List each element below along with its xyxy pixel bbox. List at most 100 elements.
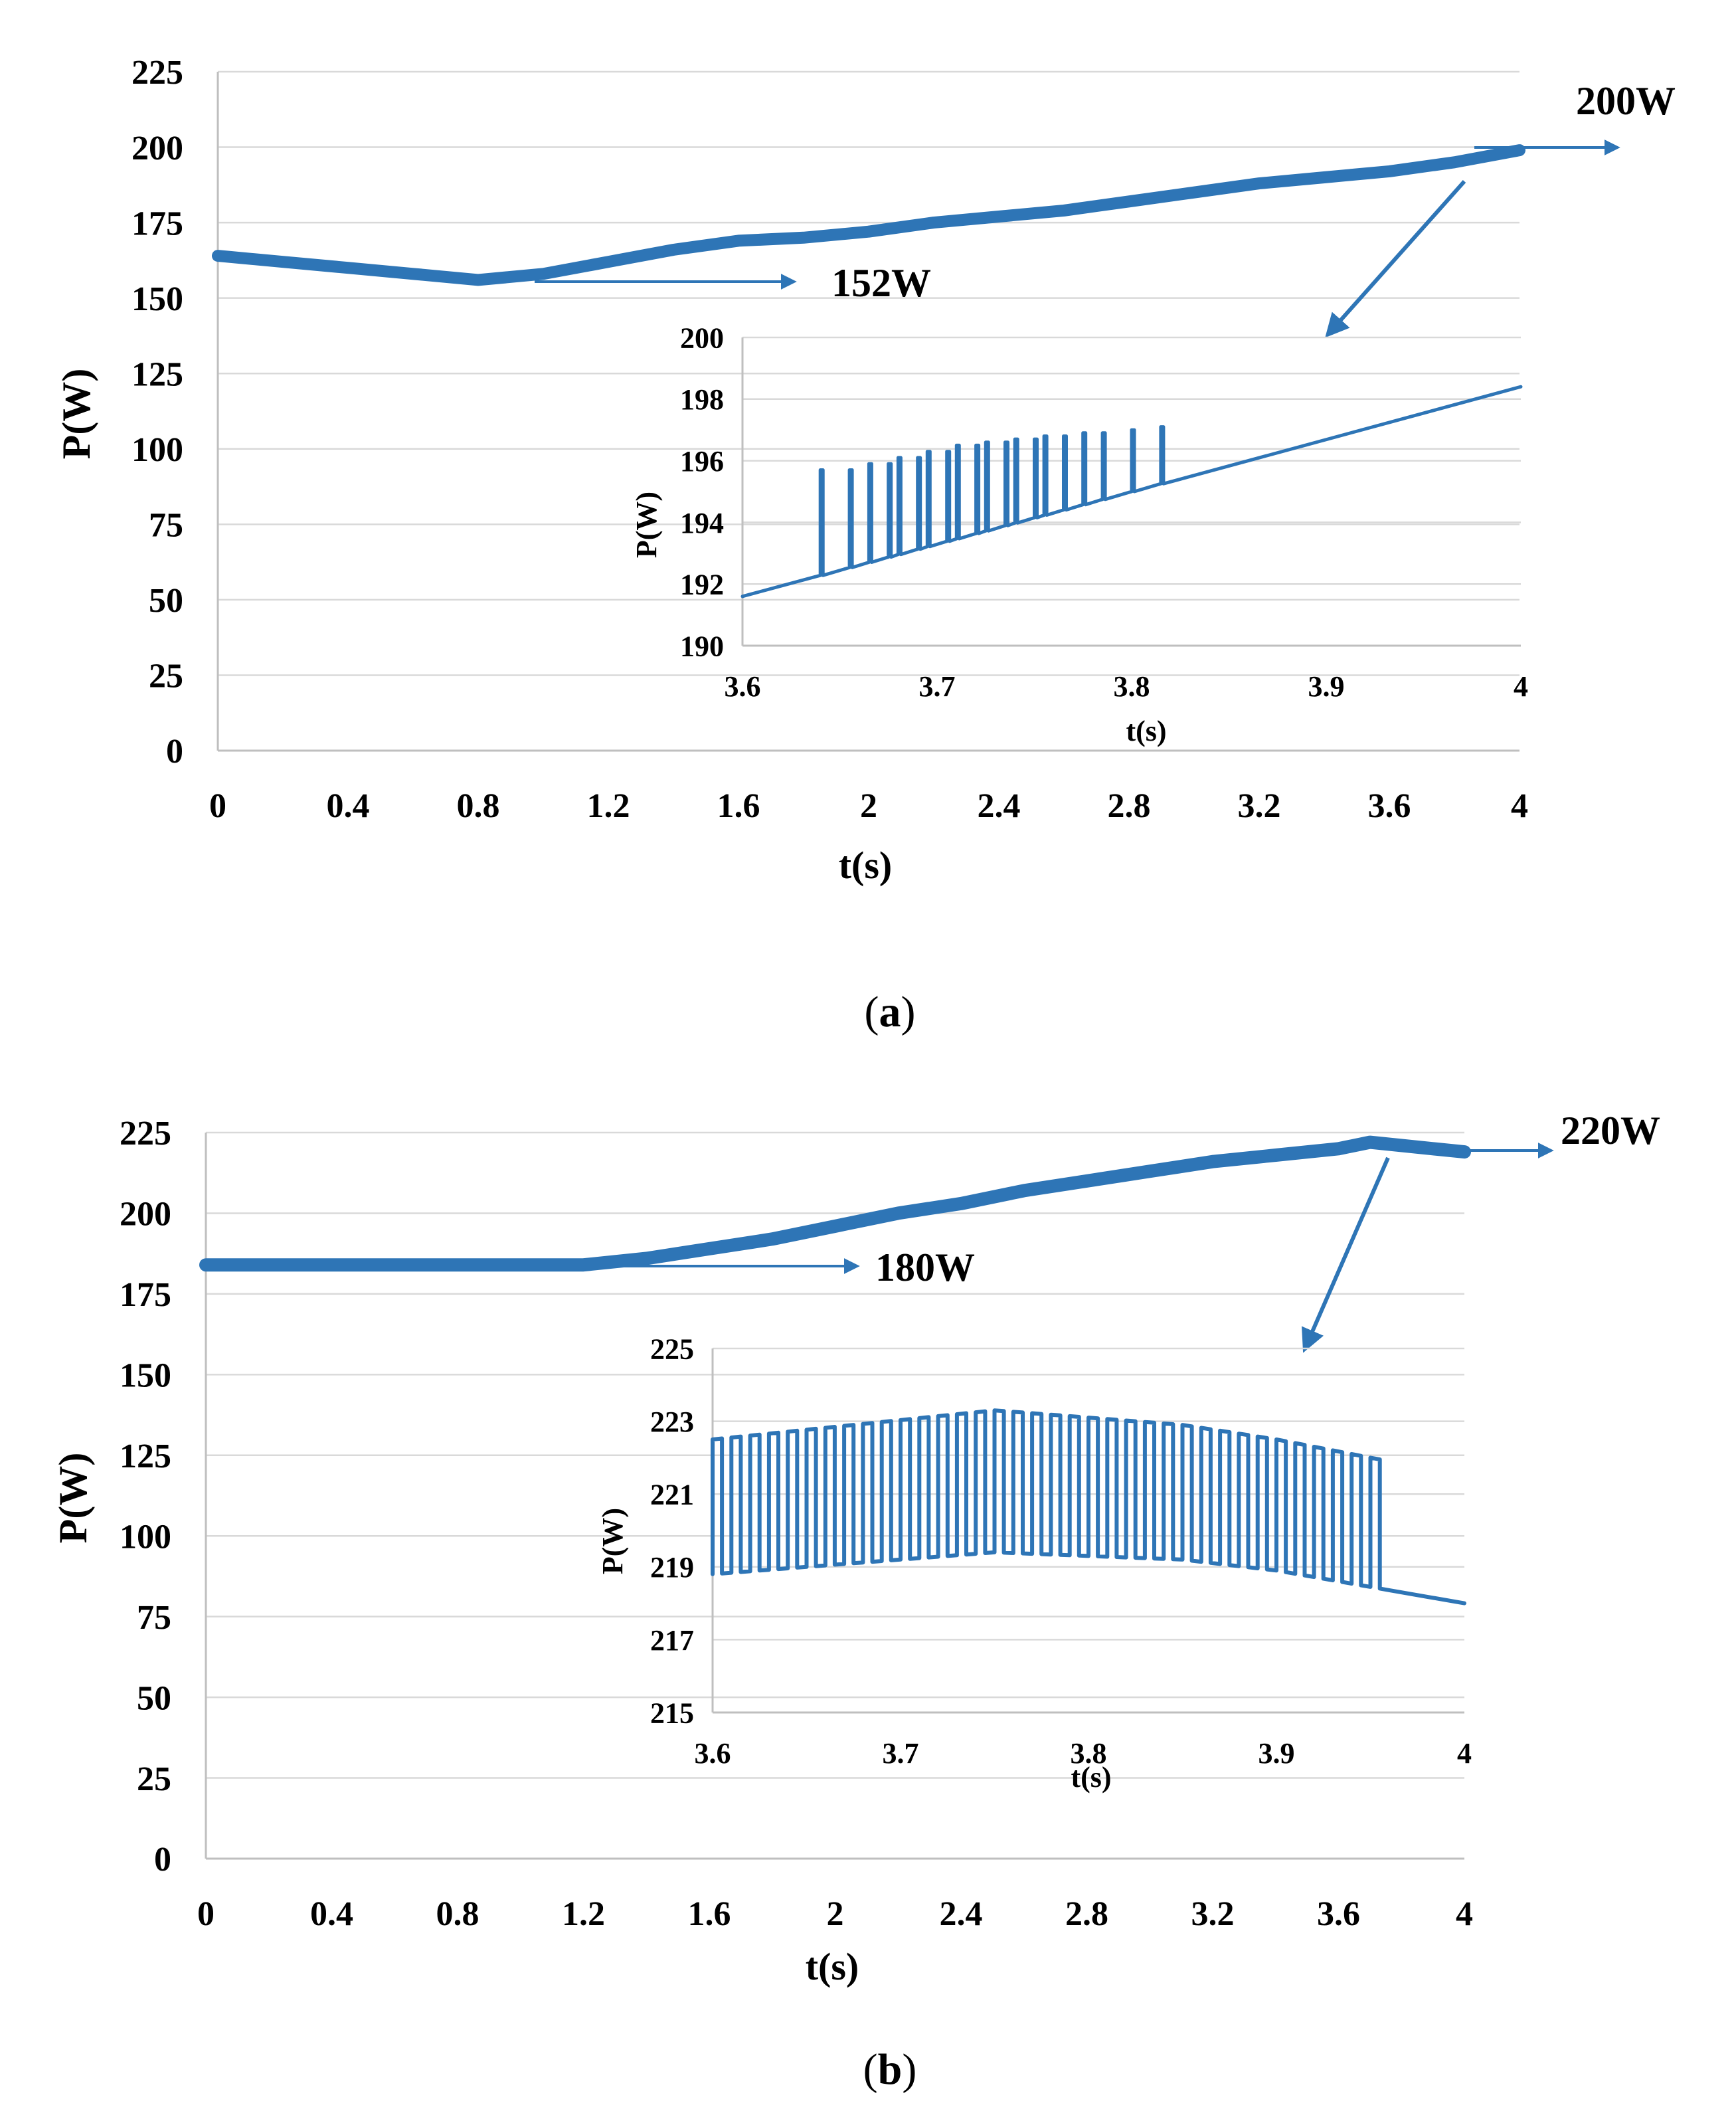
- x-tick-label: 1.2: [562, 1895, 605, 1933]
- annotation-label-180w: 180W: [875, 1246, 975, 1289]
- y-tick-label: 125: [131, 355, 183, 393]
- x-axis-label: t(s): [839, 844, 893, 887]
- x-tick-label: 0.8: [457, 787, 500, 825]
- x-tick-label: 3.2: [1191, 1895, 1235, 1933]
- x-tick-label: 2: [827, 1895, 844, 1933]
- y-tick-label: 215: [650, 1697, 694, 1729]
- x-tick-label: 4: [1514, 670, 1528, 703]
- inset-y-tick-labels: 190 192 194 196 198 200: [680, 322, 724, 662]
- inset-y-tick-labels: 215 217 219 221 223 225: [650, 1333, 694, 1729]
- x-tick-label: 3.6: [1317, 1895, 1360, 1933]
- annotation-label-200w: 200W: [1576, 79, 1676, 123]
- inset-x-tick-labels: 3.6 3.7 3.8 3.9 4: [725, 670, 1529, 703]
- x-tick-label: 3.7: [883, 1737, 919, 1770]
- inset-axes: [741, 337, 1521, 647]
- y-tick-label: 100: [131, 431, 183, 469]
- annotation-label-220w: 220W: [1561, 1109, 1660, 1153]
- annotation-label-152w: 152W: [831, 261, 931, 305]
- inset-y-axis-label: P(W): [630, 492, 663, 558]
- x-axis-label: t(s): [806, 1945, 859, 1988]
- y-tick-label: 221: [650, 1479, 694, 1511]
- y-tick-label: 200: [131, 130, 183, 167]
- caption-b: (b): [863, 2045, 917, 2094]
- power-series-line: [212, 144, 1525, 286]
- x-tick-label: 3.8: [1071, 1737, 1107, 1770]
- inset-x-axis-label: t(s): [1126, 715, 1166, 747]
- x-tick-label: 3.9: [1308, 670, 1345, 703]
- y-tick-label: 225: [131, 54, 183, 92]
- x-tick-label: 1.6: [688, 1895, 731, 1933]
- inset-chart-a: 190 192 194 196 198 200 3.6 3.7 3.8 3.9 4 P(W) t(…: [630, 322, 1528, 747]
- x-tick-label: 3.6: [1368, 787, 1411, 825]
- x-tick-label: 0: [197, 1895, 215, 1933]
- x-tick-label: 3.6: [695, 1737, 731, 1770]
- x-tick-label: 1.6: [717, 787, 760, 825]
- y-tick-label: 125: [120, 1437, 171, 1475]
- x-tick-label: 2.4: [940, 1895, 983, 1933]
- x-tick-label: 4: [1456, 1895, 1473, 1933]
- x-tick-label: 4: [1457, 1737, 1472, 1770]
- inset-x-tick-labels: 3.6 3.7 3.8 3.9 4: [695, 1737, 1472, 1770]
- y-tick-label: 225: [650, 1333, 694, 1365]
- y-tick-label: 25: [149, 658, 183, 695]
- y-tick-label: 50: [137, 1679, 171, 1717]
- y-tick-label: 75: [137, 1599, 171, 1637]
- power-series-line: [199, 1135, 1471, 1272]
- y-tick-label: 194: [680, 507, 724, 539]
- y-tick-label: 225: [120, 1115, 171, 1153]
- x-tick-label: 0.4: [310, 1895, 353, 1933]
- y-tick-label: 0: [166, 733, 183, 771]
- y-tick-label: 150: [131, 280, 183, 318]
- zoom-pointer-arrow: [1301, 1156, 1390, 1353]
- chart-panel-b: 0 25 50 75 100 125 150 175 200 225 0 0.4 0.8 1.2 1.6 2…: [51, 1109, 1660, 2094]
- main-y-tick-labels: 0 25 50 75 100 125 150 175 200 225: [120, 1115, 171, 1879]
- main-gridlines: [218, 70, 1519, 676]
- y-tick-label: 0: [154, 1841, 171, 1879]
- x-tick-label: 3.2: [1238, 787, 1281, 825]
- y-axis-label: P(W): [54, 369, 98, 460]
- main-axes: [205, 1133, 1464, 1860]
- main-x-tick-labels: 0 0.4 0.8 1.2 1.6 2 2.4 2.8 3.2 3.6 4: [209, 787, 1528, 825]
- y-tick-label: 175: [131, 205, 183, 242]
- x-tick-label: 1.2: [587, 787, 630, 825]
- inset-power-series-line: [711, 1408, 1466, 1606]
- x-tick-label: 0: [209, 787, 226, 825]
- inset-y-axis-label: P(W): [596, 1508, 629, 1574]
- y-tick-label: 150: [120, 1357, 171, 1395]
- chart-panel-a: 0 25 50 75 100 125 150 175 200 225 0 0.4 0.8 1.2 1.6 2…: [54, 54, 1676, 1036]
- y-tick-label: 223: [650, 1406, 694, 1438]
- x-tick-label: 0.8: [436, 1895, 479, 1933]
- y-axis-label: P(W): [51, 1453, 95, 1544]
- x-tick-label: 0.4: [327, 787, 370, 825]
- x-tick-label: 3.6: [725, 670, 761, 703]
- y-tick-label: 196: [680, 445, 724, 478]
- main-x-tick-labels: 0 0.4 0.8 1.2 1.6 2 2.4 2.8 3.2 3.6 4: [197, 1895, 1473, 1933]
- x-tick-label: 2: [860, 787, 877, 825]
- y-tick-label: 25: [137, 1760, 171, 1798]
- y-tick-label: 100: [120, 1518, 171, 1556]
- main-axes: [217, 72, 1519, 752]
- y-tick-label: 75: [149, 507, 183, 545]
- x-tick-label: 4: [1511, 787, 1528, 825]
- x-tick-label: 3.9: [1259, 1737, 1295, 1770]
- inset-chart-b: 215 217 219 221 223 225 3.6 3.7 3.8 3.9 4 P(W) t(…: [596, 1333, 1472, 1794]
- y-tick-label: 200: [120, 1196, 171, 1234]
- y-tick-label: 190: [680, 630, 724, 662]
- x-tick-label: 3.8: [1114, 670, 1150, 703]
- y-tick-label: 219: [650, 1551, 694, 1584]
- y-tick-label: 175: [120, 1276, 171, 1314]
- x-tick-label: 2.4: [978, 787, 1021, 825]
- caption-a: (a): [865, 988, 916, 1036]
- inset-x-axis-label: t(s): [1071, 1761, 1111, 1794]
- inset-power-series-line: [740, 385, 1523, 599]
- zoom-pointer-arrow: [1325, 180, 1466, 338]
- x-tick-label: 2.8: [1065, 1895, 1108, 1933]
- main-y-tick-labels: 0 25 50 75 100 125 150 175 200 225: [131, 54, 183, 771]
- x-tick-label: 2.8: [1108, 787, 1151, 825]
- x-tick-label: 3.7: [919, 670, 956, 703]
- y-tick-label: 192: [680, 569, 724, 601]
- y-tick-label: 217: [650, 1624, 694, 1657]
- y-tick-label: 50: [149, 582, 183, 620]
- y-tick-label: 200: [680, 322, 724, 354]
